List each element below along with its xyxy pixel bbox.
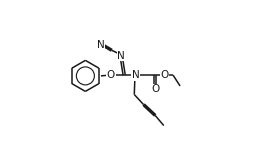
Text: O: O	[151, 84, 159, 94]
Text: N: N	[117, 51, 125, 61]
Text: O: O	[160, 70, 169, 80]
Text: N: N	[97, 40, 105, 50]
Text: O: O	[107, 70, 115, 80]
Text: N: N	[132, 70, 140, 80]
